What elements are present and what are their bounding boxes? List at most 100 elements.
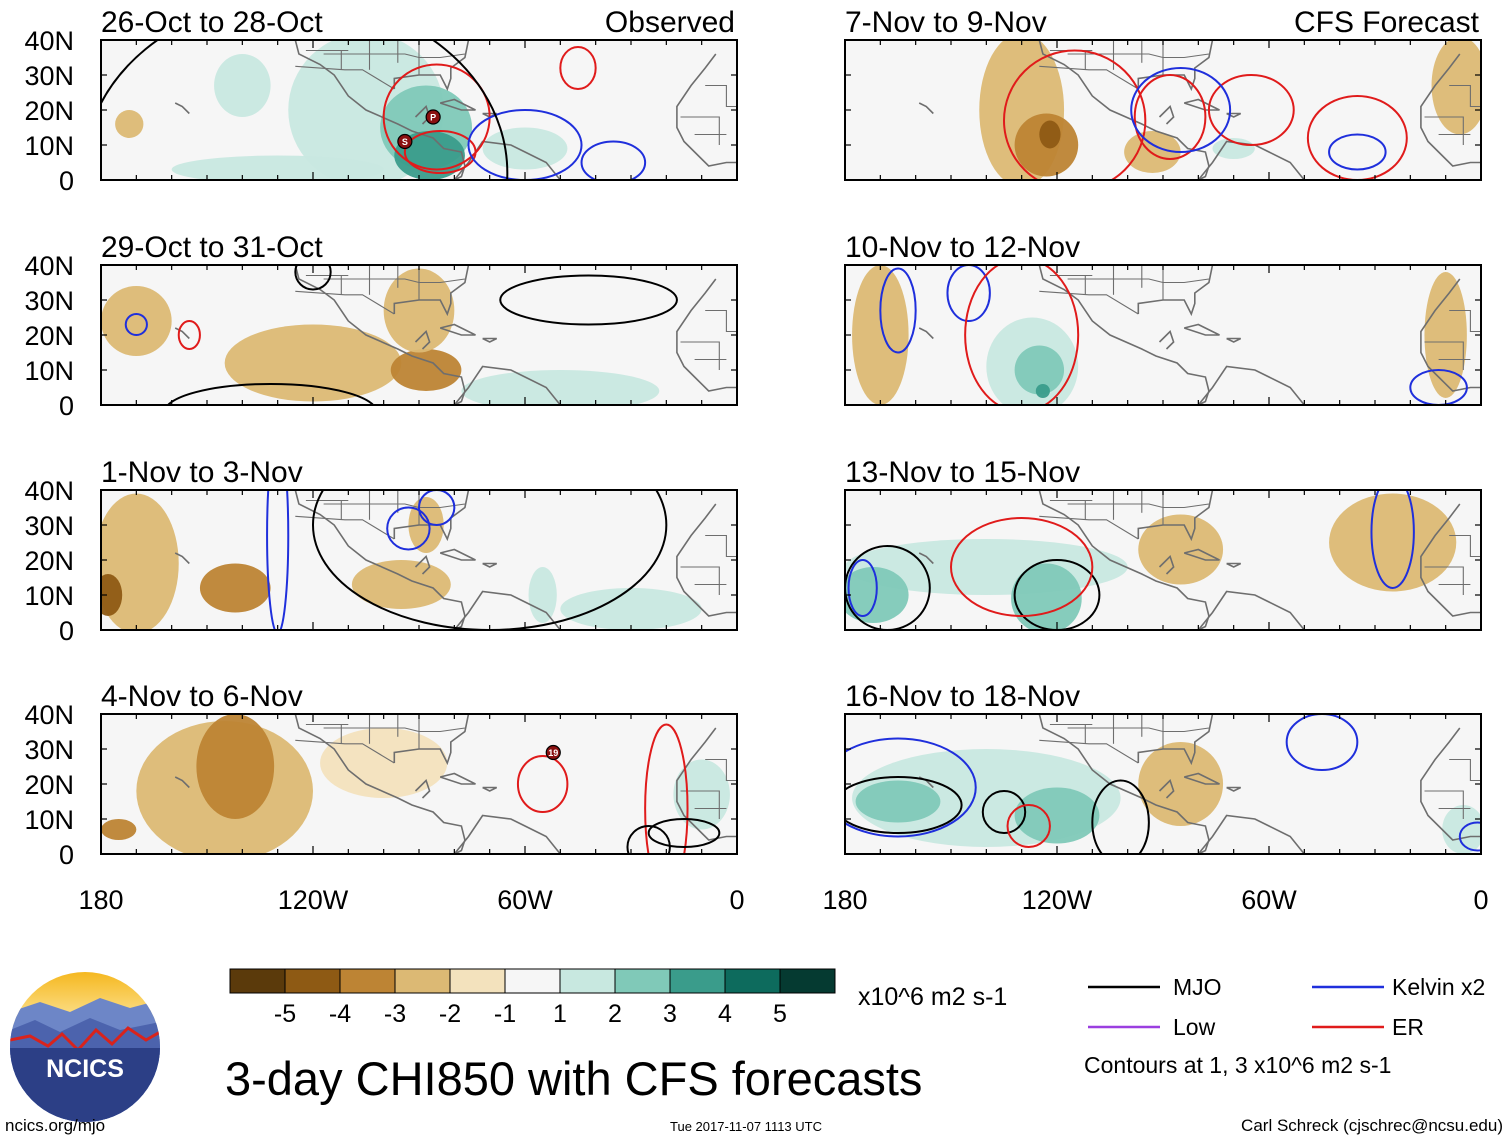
coastline [393, 714, 470, 766]
coastline [676, 278, 737, 392]
y-tick-label: 10N [24, 131, 74, 161]
coastline [174, 552, 190, 565]
anomaly-area [1424, 272, 1467, 398]
coastline [453, 365, 561, 405]
coastline [294, 490, 466, 630]
storm-marker-label: P [430, 113, 436, 123]
coastline [1420, 727, 1481, 841]
y-tick-label: 40N [24, 700, 74, 730]
border-line [1067, 278, 1209, 284]
contour-line [386, 506, 431, 551]
contour-line [879, 267, 917, 354]
footer-timestamp: Tue 2017-11-07 1113 UTC [670, 1119, 822, 1134]
contour-line [644, 723, 689, 854]
footer-credit: Carl Schreck (cjschrec@ncsu.edu) [1241, 1116, 1503, 1135]
y-tick-label: 10N [24, 581, 74, 611]
colorbar-box [559, 968, 616, 994]
y-tick-label: 30N [24, 286, 74, 316]
border-line [680, 341, 720, 370]
anomaly-area [101, 286, 172, 356]
border-line [705, 758, 737, 782]
border-line [1039, 739, 1139, 764]
border-line [680, 790, 720, 819]
column-header: Observed [605, 6, 735, 39]
anomaly-area [1431, 40, 1481, 135]
storm-marker [545, 744, 561, 761]
border-line [1424, 566, 1464, 595]
coastline [1158, 555, 1175, 575]
border-line [1067, 727, 1209, 733]
coastline [1137, 265, 1214, 317]
coastline [174, 102, 190, 115]
contour-line [950, 517, 1094, 617]
contour-line [845, 545, 931, 630]
y-tick-label: 40N [24, 251, 74, 281]
ncics-logo: NCICS [10, 972, 160, 1122]
contour-note: Contours at 1, 3 x10^6 m2 s-1 [1084, 1052, 1391, 1078]
anomaly-area [1138, 742, 1224, 826]
storm-marker [425, 109, 441, 125]
contour-line [845, 737, 977, 838]
y-tick-label: 10N [24, 805, 74, 835]
anomaly-area [196, 714, 275, 819]
coastline [414, 555, 431, 575]
anomaly-area [101, 819, 137, 840]
y-tick-label: 0 [59, 616, 74, 646]
border-line [1449, 309, 1481, 333]
coastline [453, 140, 561, 180]
border-line [295, 65, 395, 90]
contour-line [1207, 74, 1295, 146]
contour-line [177, 320, 201, 350]
y-tick-label: 0 [59, 391, 74, 421]
panel-8: 16-Nov to 18-Nov 180 120W 60W 0 [822, 680, 1488, 915]
anomaly-area [320, 728, 448, 798]
y-tick-label: 30N [24, 61, 74, 91]
coastline [1226, 562, 1242, 568]
coastline [482, 337, 498, 343]
panel-title: 10-Nov to 12-Nov [845, 231, 1080, 264]
y-tick-label: 20N [24, 321, 74, 351]
coastline [1137, 40, 1214, 92]
contour-line [1409, 369, 1468, 405]
border-line [323, 278, 465, 284]
x-tick-label: 180 [822, 885, 867, 915]
anomaly-area [101, 574, 123, 616]
anomaly-area [1039, 120, 1061, 149]
anomaly-area [1014, 345, 1065, 395]
contour-line [981, 790, 1027, 834]
coastline [294, 714, 466, 854]
coastline [174, 776, 190, 789]
border-line [295, 290, 395, 315]
border-line [1067, 53, 1209, 59]
footer-url[interactable]: ncics.org/mjo [5, 1116, 105, 1135]
logo-text: NCICS [46, 1055, 124, 1083]
storm-marker [397, 133, 413, 150]
anomaly-area [560, 588, 702, 630]
coastline [482, 562, 498, 568]
figure-title: 3-day CHI850 with CFS forecasts [225, 1052, 922, 1105]
anomaly-area [1035, 384, 1050, 398]
contour-line [312, 490, 668, 630]
contour-line [1133, 74, 1207, 160]
coastline [439, 548, 476, 561]
border-line [1449, 534, 1481, 558]
anomaly-area [214, 54, 271, 117]
colorbar: -5 -4 -3 -2 -1 1 2 3 4 5 [229, 968, 836, 1028]
contour-line [580, 140, 647, 180]
border-line [295, 739, 395, 764]
coastline [1420, 278, 1481, 392]
anomaly-area [199, 563, 271, 613]
contour-line [1006, 804, 1051, 848]
anomaly-area [1014, 787, 1100, 844]
colorbar-tick-label: -4 [329, 1000, 351, 1028]
coastline [1226, 786, 1242, 792]
storm-marker-label: 19 [548, 748, 558, 758]
y-tick-label: 20N [24, 96, 74, 126]
border-line [1424, 341, 1464, 370]
border-line [1039, 65, 1139, 90]
panel-title: 4-Nov to 6-Nov [101, 680, 303, 713]
coastline [1137, 490, 1214, 542]
panel-2: 29-Oct to 31-Oct 40N 30N 20N 10N 0 [24, 231, 738, 421]
panel-title: 7-Nov to 9-Nov [845, 6, 1047, 39]
